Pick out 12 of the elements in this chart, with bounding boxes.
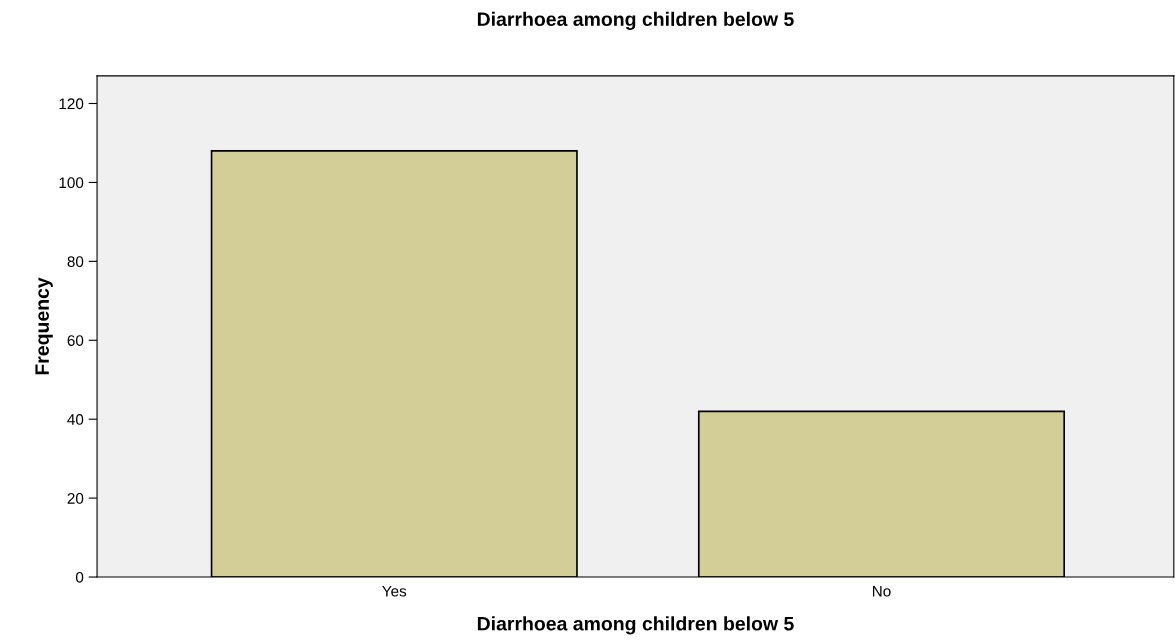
y-tick-label: 40 xyxy=(67,414,84,425)
y-tick-label: 60 xyxy=(67,335,84,346)
y-tick-label: 100 xyxy=(59,177,84,189)
x-tick-label: No xyxy=(872,585,891,597)
x-tick-label: Yes xyxy=(382,585,407,597)
y-tick-label: 0 xyxy=(75,571,84,583)
y-tick-label: 120 xyxy=(59,98,84,110)
y-tick-label: 80 xyxy=(67,256,84,268)
y-axis-title: Frequency xyxy=(35,277,53,375)
chart-title: Diarrhoea among children below 5 xyxy=(477,11,794,30)
x-axis-title: Diarrhoea among children below 5 xyxy=(477,616,794,635)
y-tick-label: 20 xyxy=(67,492,84,504)
